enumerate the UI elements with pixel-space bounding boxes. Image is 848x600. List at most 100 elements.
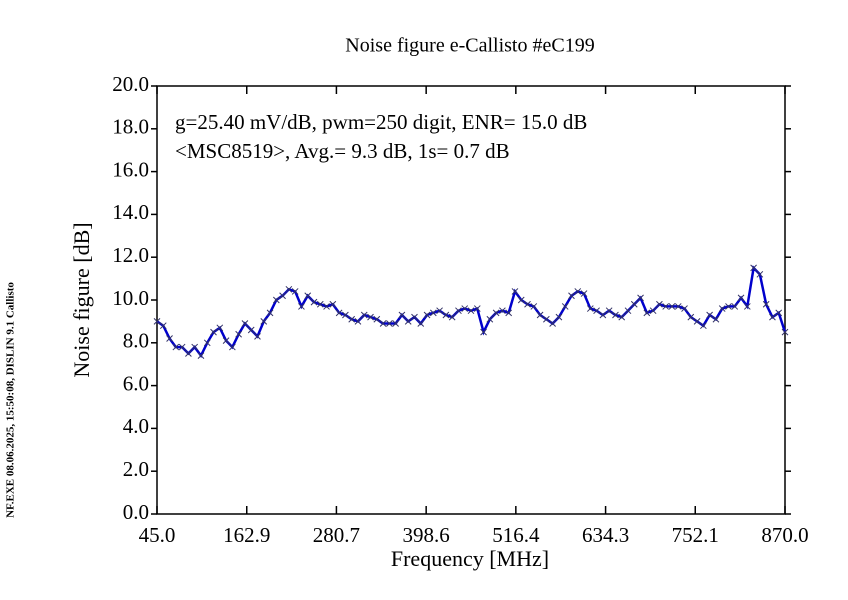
data-marker [310,298,318,306]
data-marker [580,290,588,297]
data-marker [693,318,701,325]
y-tick-label: 18.0 [112,115,149,139]
data-marker [329,300,337,308]
data-marker [555,313,563,321]
data-marker [417,320,425,327]
data-marker [404,318,412,325]
y-axis-label: Noise figure [dB] [69,222,94,377]
y-tick-label: 2.0 [123,457,149,481]
data-marker [398,311,406,319]
data-marker [411,313,418,321]
data-marker [335,309,343,317]
data-marker [304,292,312,300]
data-marker [216,324,224,332]
data-marker [750,264,757,272]
x-axis-label: Frequency [MHz] [391,546,549,571]
x-tick-label: 162.9 [223,523,270,547]
data-marker [285,285,293,293]
data-marker [568,292,575,300]
data-marker [769,313,776,321]
data-marker [153,318,161,325]
x-tick-label: 516.4 [492,523,540,547]
data-marker [241,320,249,327]
data-marker [229,343,236,351]
data-marker [486,315,494,323]
x-tick-label: 280.7 [313,523,360,547]
data-marker [210,328,217,336]
data-marker [681,305,688,312]
y-tick-label: 4.0 [123,414,149,438]
data-marker [442,311,450,319]
data-marker [574,288,582,295]
data-marker [386,320,393,327]
data-marker [235,330,242,338]
data-marker [599,311,607,319]
data-marker [461,305,469,312]
x-tick-label: 752.1 [672,523,719,547]
data-marker [725,303,732,310]
data-marker [731,303,739,310]
data-marker [166,335,173,342]
data-marker [718,305,726,312]
data-marker [367,313,374,321]
data-marker [291,288,299,295]
data-marker [254,333,261,340]
data-marker [712,315,720,323]
y-tick-label: 6.0 [123,371,149,395]
data-marker [630,300,638,308]
data-marker [561,303,569,310]
data-marker [737,294,745,302]
data-marker [781,328,789,336]
side-note: NF.EXE 08.06.2025, 15:50:08, DISLIN 9.1 … [5,282,17,518]
data-marker [674,303,682,310]
data-marker [662,303,670,310]
data-marker [656,300,663,308]
data-marker [197,352,205,359]
data-marker [247,326,255,334]
data-marker [612,311,619,319]
chart-title: Noise figure e-Callisto #eC199 [345,35,594,57]
data-marker [203,339,211,347]
data-marker [448,313,456,321]
y-tick-label: 20.0 [112,72,149,96]
data-marker [272,296,280,304]
data-marker [316,300,324,308]
data-marker [624,307,632,315]
x-tick-label: 398.6 [403,523,450,547]
data-marker [455,307,462,315]
data-marker [159,322,167,330]
data-marker [605,307,613,315]
x-tick-label: 870.0 [761,523,808,547]
data-marker [700,322,707,330]
data-marker [524,300,531,308]
data-marker [549,320,556,327]
data-marker [467,307,475,315]
data-marker [222,337,230,345]
data-marker [473,305,481,312]
data-marker [618,313,626,321]
data-marker [756,270,764,278]
data-marker [298,303,305,310]
data-marker [492,309,500,317]
data-marker [499,307,506,315]
data-marker [392,320,399,327]
y-tick-label: 8.0 [123,329,149,353]
x-tick-label: 634.3 [582,523,629,547]
data-marker [643,309,651,317]
data-marker [266,309,274,317]
data-marker [429,309,437,317]
data-marker [172,343,180,351]
data-marker [743,303,751,310]
data-marker [279,292,286,300]
y-tick-label: 14.0 [112,200,149,224]
data-marker [185,350,192,357]
y-tick-label: 0.0 [123,500,149,524]
data-marker [586,305,594,312]
data-marker [480,328,487,336]
data-marker [536,311,544,319]
data-marker [323,303,330,310]
data-marker [762,300,770,308]
data-marker [436,307,443,315]
